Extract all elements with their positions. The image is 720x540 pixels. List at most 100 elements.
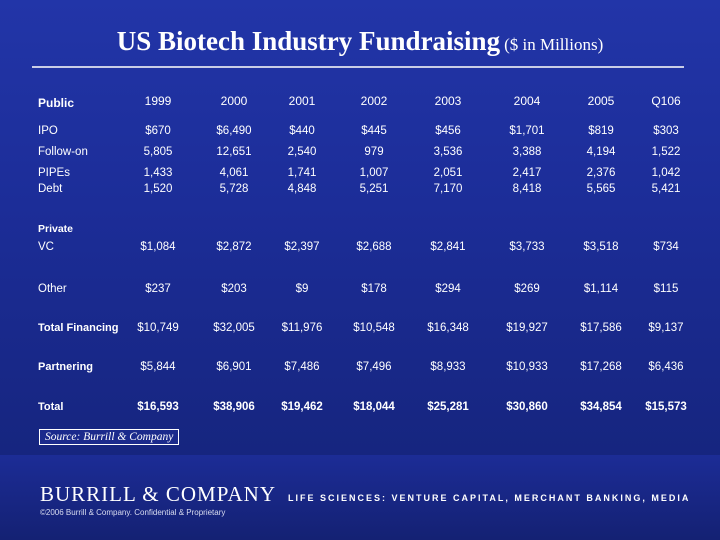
table-cell: $456 <box>435 125 461 137</box>
table-cell: 2,051 <box>433 167 463 179</box>
row-label: IPO <box>38 125 58 137</box>
table-cell: $670 <box>145 125 171 137</box>
table-cell: $440 <box>289 125 315 137</box>
table-cell: $19,927 <box>506 322 548 334</box>
company-logo: BURRILL & COMPANY <box>40 482 276 506</box>
table-cell: $38,906 <box>213 401 255 413</box>
column-header: 2000 <box>220 94 248 108</box>
table-cell: 1,433 <box>143 167 173 179</box>
public-section-label: Public <box>38 96 75 110</box>
table-cell: 4,194 <box>586 146 616 158</box>
row-label: Debt <box>38 183 63 195</box>
table-cell: $2,841 <box>430 241 466 253</box>
column-header: 2005 <box>587 94 615 108</box>
table-cell: $8,933 <box>430 361 466 373</box>
table-cell: $5,844 <box>140 361 176 373</box>
title-underline <box>32 66 684 68</box>
table-cell: $3,733 <box>509 241 545 253</box>
table-cell: $819 <box>588 125 614 137</box>
table-cell: 4,061 <box>219 167 249 179</box>
row-label: Total <box>38 401 64 413</box>
table-cell: $15,573 <box>645 401 687 413</box>
table-cell: $3,518 <box>583 241 619 253</box>
table-cell: $1,701 <box>509 125 545 137</box>
row-label: VC <box>38 241 54 253</box>
table-cell: $203 <box>221 283 247 295</box>
table-cell: 12,651 <box>216 146 252 158</box>
table-cell: 5,565 <box>586 183 616 195</box>
row-label: Partnering <box>38 361 94 373</box>
table-cell: 1,520 <box>143 183 173 195</box>
table-cell: $6,901 <box>216 361 252 373</box>
table-cell: 5,805 <box>143 146 173 158</box>
table-cell: $178 <box>361 283 387 295</box>
table-cell: $303 <box>653 125 679 137</box>
table-cell: $6,490 <box>216 125 252 137</box>
table-cell: $2,688 <box>356 241 392 253</box>
table-cell: 3,536 <box>433 146 463 158</box>
table-cell: $25,281 <box>427 401 469 413</box>
column-header: 2003 <box>434 94 462 108</box>
table-cell: $9 <box>295 283 309 295</box>
title-units: ($ in Millions) <box>504 35 604 54</box>
table-cell: 1,522 <box>651 146 681 158</box>
table-cell: $16,593 <box>137 401 179 413</box>
table-cell: $7,496 <box>356 361 392 373</box>
slide-title: US Biotech Industry Fundraising ($ in Mi… <box>0 26 720 57</box>
table-cell: 1,042 <box>651 167 681 179</box>
column-header: Q106 <box>651 94 681 108</box>
table-cell: 5,421 <box>651 183 681 195</box>
table-cell: $445 <box>361 125 387 137</box>
table-cell: $2,397 <box>284 241 320 253</box>
table-cell: $294 <box>435 283 461 295</box>
table-cell: 3,388 <box>512 146 542 158</box>
table-cell: $16,348 <box>427 322 469 334</box>
row-label: PIPEs <box>38 167 70 179</box>
table-cell: 979 <box>364 146 384 158</box>
footer-band <box>0 455 720 540</box>
table-cell: $17,268 <box>580 361 622 373</box>
row-label: Total Financing <box>38 322 119 334</box>
table-cell: $34,854 <box>580 401 622 413</box>
table-cell: 5,251 <box>359 183 389 195</box>
table-cell: 7,170 <box>433 183 463 195</box>
table-cell: $237 <box>145 283 171 295</box>
table-cell: $10,933 <box>506 361 548 373</box>
column-header: 1999 <box>144 94 172 108</box>
table-cell: $30,860 <box>506 401 548 413</box>
table-cell: $11,976 <box>281 322 323 334</box>
table-cell: 1,741 <box>287 167 317 179</box>
table-cell: $18,044 <box>353 401 395 413</box>
column-header: 2002 <box>360 94 388 108</box>
table-cell: $17,586 <box>580 322 622 334</box>
column-header: 2001 <box>288 94 316 108</box>
table-cell: $7,486 <box>284 361 320 373</box>
table-cell: $32,005 <box>213 322 255 334</box>
table-cell: $1,084 <box>140 241 176 253</box>
table-cell: 8,418 <box>512 183 542 195</box>
row-label: Follow-on <box>38 146 88 158</box>
source-note: Source: Burrill & Company <box>39 429 180 445</box>
table-cell: 2,376 <box>586 167 616 179</box>
slide-background <box>0 0 720 455</box>
table-cell: $115 <box>653 283 679 295</box>
table-cell: $9,137 <box>648 322 684 334</box>
table-cell: $269 <box>514 283 540 295</box>
table-cell: $10,548 <box>353 322 395 334</box>
row-label: Other <box>38 283 67 295</box>
table-cell: 2,540 <box>287 146 317 158</box>
private-section-label: Private <box>38 223 74 235</box>
table-cell: $19,462 <box>281 401 323 413</box>
table-cell: 1,007 <box>359 167 389 179</box>
copyright-text: ©2006 Burrill & Company. Confidential & … <box>40 508 226 517</box>
table-cell: 2,417 <box>512 167 542 179</box>
table-cell: $734 <box>653 241 679 253</box>
table-cell: $2,872 <box>216 241 252 253</box>
table-cell: 4,848 <box>287 183 317 195</box>
table-cell: $1,114 <box>583 283 619 295</box>
company-tagline: LIFE SCIENCES: VENTURE CAPITAL, MERCHANT… <box>288 493 691 503</box>
column-header: 2004 <box>513 94 541 108</box>
table-cell: $10,749 <box>137 322 179 334</box>
table-cell: 5,728 <box>219 183 249 195</box>
title-main: US Biotech Industry Fundraising <box>116 26 501 56</box>
